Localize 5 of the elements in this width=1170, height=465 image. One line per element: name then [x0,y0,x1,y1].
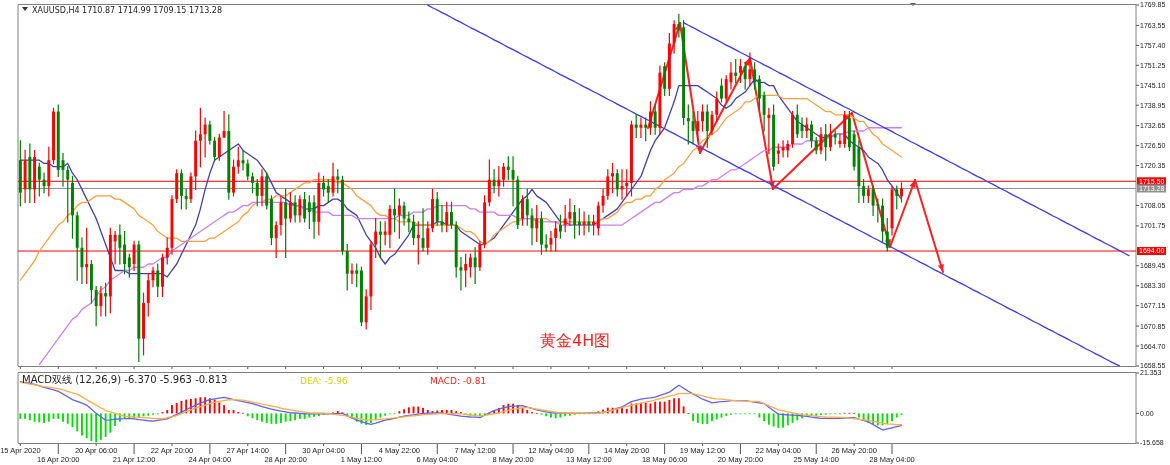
chart-title: XAUUSD,H4 1710.87 1714.99 1709.15 1713.28 [32,6,223,15]
annotation: MACD: -0.81 [430,376,487,386]
chart-title: MACD双线 (12,26,9) -6.370 -5.963 -0.813 [22,374,228,385]
annotation: DEA: -5.96 [300,376,349,386]
annotation: 黄金4H图 [540,331,611,350]
